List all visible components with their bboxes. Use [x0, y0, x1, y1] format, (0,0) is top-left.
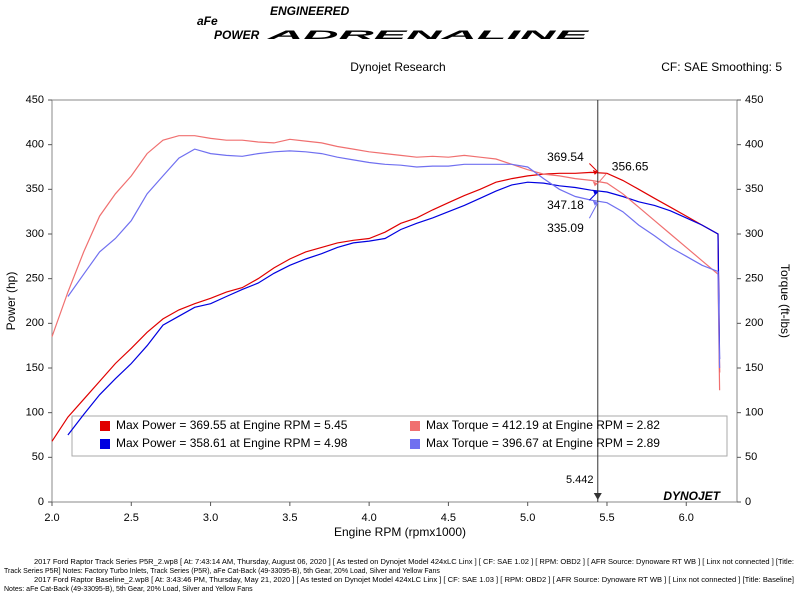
footer-line: 2017 Ford Raptor Baseline_2.wp8 [ At: 3:… — [34, 577, 794, 584]
cursor-pointer — [589, 163, 599, 173]
y-tick-label: 0 — [38, 496, 44, 508]
y-tick-label: 400 — [26, 139, 44, 151]
y2-tick-label: 0 — [745, 496, 751, 508]
y2-tick-label: 50 — [745, 451, 757, 463]
brand: ADRENALINE — [264, 28, 592, 42]
cursor-value: 369.54 — [547, 150, 584, 164]
series-line — [67, 181, 721, 436]
plot-frame — [51, 99, 738, 503]
x-tick-label: 4.0 — [361, 512, 376, 524]
x-tick-label: 6.0 — [679, 512, 694, 524]
y-tick-label: 100 — [26, 407, 44, 419]
y-axis-label: Power (hp) — [4, 272, 18, 331]
cursor-value: 335.09 — [547, 221, 584, 235]
legend-entry: Max Torque = 412.19 at Engine RPM = 2.82 — [426, 418, 660, 432]
cursor-marker — [592, 189, 598, 195]
cursor-label: 5.442 — [566, 474, 594, 486]
x-tick-label: 2.0 — [44, 512, 59, 524]
y2-tick-label: 350 — [745, 183, 763, 195]
cursor-marker — [592, 181, 598, 187]
y-tick-label: 200 — [26, 317, 44, 329]
cursor-value: 347.18 — [547, 198, 584, 212]
logo-sub: POWER — [214, 28, 260, 42]
x-axis-label: Engine RPM (rpmx1000) — [334, 525, 466, 539]
y2-axis-label: Torque (ft-lbs) — [778, 264, 792, 338]
footer-line: Notes: aFe Cat-Back (49-33095-B), 5th Ge… — [4, 586, 253, 593]
legend-entry: Max Torque = 396.67 at Engine RPM = 2.89 — [426, 436, 660, 450]
cursor-marker — [592, 200, 598, 206]
series-line — [51, 135, 721, 391]
footer-line: 2017 Ford Raptor Track Series P5R_2.wp8 … — [34, 559, 794, 566]
cursor-marker — [592, 169, 598, 175]
x-tick-label: 2.5 — [124, 512, 139, 524]
legend-swatch — [410, 439, 420, 449]
legend-box — [71, 415, 728, 457]
legend-swatch — [100, 421, 110, 431]
logo: aFe — [197, 14, 218, 28]
cursor-pointer — [588, 202, 599, 219]
y2-tick-label: 400 — [745, 139, 763, 151]
x-tick-label: 5.5 — [599, 512, 614, 524]
tagline: ENGINEERED — [270, 4, 350, 18]
y-tick-label: 300 — [26, 228, 44, 240]
x-tick-label: 5.0 — [520, 512, 535, 524]
y2-tick-label: 100 — [745, 407, 763, 419]
cursor-pointer — [597, 173, 607, 184]
x-tick-label: 3.5 — [282, 512, 297, 524]
y2-tick-label: 450 — [745, 94, 763, 106]
y2-tick-label: 300 — [745, 228, 763, 240]
series-line — [51, 171, 721, 442]
x-tick-label: 3.0 — [203, 512, 218, 524]
y-tick-label: 150 — [26, 362, 44, 374]
header-left: Dynojet Research — [350, 60, 445, 74]
series-line — [67, 148, 721, 369]
cursor-arrow — [593, 493, 602, 500]
x-tick-label: 4.5 — [441, 512, 456, 524]
footer-line: Track Series P5R] Notes: Factory Turbo I… — [4, 568, 440, 575]
y-tick-label: 450 — [26, 94, 44, 106]
y2-tick-label: 150 — [745, 362, 763, 374]
y-tick-label: 50 — [32, 451, 44, 463]
legend-entry: Max Power = 369.55 at Engine RPM = 5.45 — [116, 418, 348, 432]
legend-swatch — [100, 439, 110, 449]
legend-swatch — [410, 421, 420, 431]
y2-tick-label: 250 — [745, 273, 763, 285]
y-tick-label: 350 — [26, 183, 44, 195]
y-tick-label: 250 — [26, 273, 44, 285]
header-right: CF: SAE Smoothing: 5 — [661, 60, 782, 74]
legend-entry: Max Power = 358.61 at Engine RPM = 4.98 — [116, 436, 348, 450]
watermark: DYNOJET — [663, 489, 721, 503]
y2-tick-label: 200 — [745, 317, 763, 329]
cursor-value: 356.65 — [612, 160, 649, 174]
